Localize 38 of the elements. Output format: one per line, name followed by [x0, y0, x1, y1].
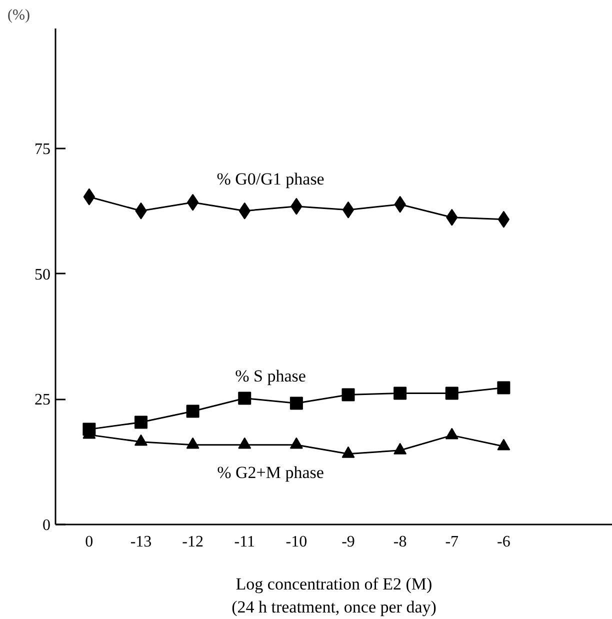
point	[342, 446, 355, 458]
point	[83, 188, 96, 206]
x-tick-label: -7	[445, 534, 459, 550]
y-tick-label: 0	[42, 517, 50, 534]
point	[134, 434, 148, 446]
series-label: % G0/G1 phase	[216, 169, 324, 188]
point	[238, 392, 252, 405]
point	[238, 437, 252, 449]
point	[186, 194, 199, 211]
point	[134, 416, 148, 429]
point	[342, 388, 355, 402]
x-tick-label: 0	[85, 534, 94, 550]
point	[186, 404, 200, 418]
x-tick-label: -9	[342, 534, 355, 550]
point	[497, 438, 510, 450]
y-axis-title: (%)	[8, 8, 30, 24]
point	[290, 396, 303, 410]
series-label: % S phase	[235, 366, 306, 386]
x-tick-label: -10	[286, 534, 308, 550]
x-tick-label: -13	[130, 534, 152, 550]
series-label: % G2+M phase	[217, 462, 324, 482]
x-tick-label: -12	[182, 534, 204, 550]
x-tick-label: -11	[234, 534, 255, 550]
point	[497, 381, 510, 394]
point	[186, 437, 200, 449]
x-tick-label: -8	[393, 534, 407, 550]
y-tick-label: 50	[34, 266, 50, 284]
point	[394, 386, 407, 400]
x-axis-title: Log concentration of E2 (M) (24 h treatment, once per day)	[232, 574, 436, 616]
point	[498, 210, 510, 228]
point	[394, 442, 407, 454]
y-tick-label: 25	[34, 392, 50, 409]
point	[445, 428, 458, 440]
x-tick-label: -6	[497, 534, 510, 550]
point	[290, 437, 303, 449]
point	[445, 386, 458, 400]
point	[342, 201, 354, 218]
y-tick-label: 75	[34, 141, 50, 158]
